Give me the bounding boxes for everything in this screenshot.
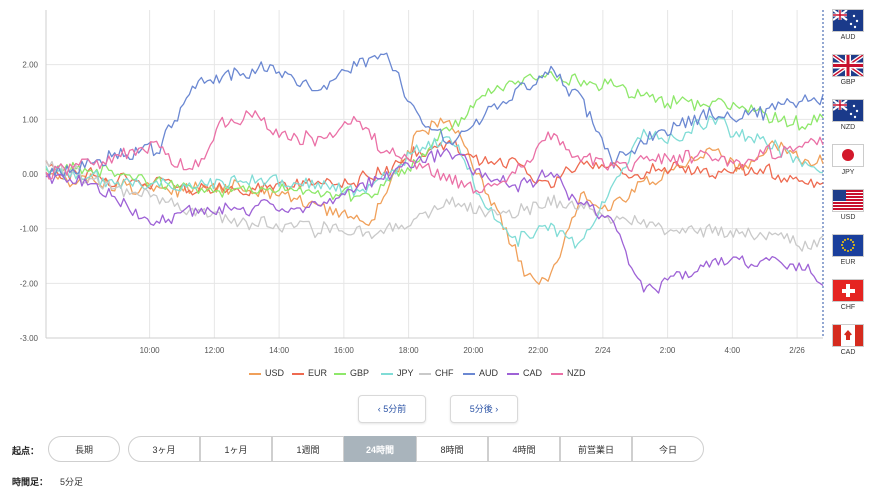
legend-label: CAD [523, 368, 543, 378]
legend-item-jpy[interactable]: JPY [381, 366, 414, 380]
y-tick-label: -3.00 [20, 334, 39, 343]
y-tick-label: 0.00 [22, 170, 38, 179]
cad-flag-icon [832, 324, 864, 347]
x-tick-label: 18:00 [399, 346, 420, 355]
legend-swatch [292, 372, 304, 375]
flag-label: CHF [840, 304, 856, 311]
range-button-4[interactable]: 24時間 [344, 436, 416, 462]
legend-item-chf[interactable]: CHF [419, 366, 454, 380]
y-tick-label: 1.00 [22, 115, 38, 124]
legend-swatch [381, 372, 393, 375]
legend-swatch [334, 372, 346, 375]
legend-swatch [249, 372, 261, 375]
interval-label: 時間足： [12, 477, 49, 487]
x-tick-label: 10:00 [140, 346, 161, 355]
range-button-2[interactable]: 1ヶ月 [200, 436, 272, 462]
legend-item-eur[interactable]: EUR [292, 366, 327, 380]
flag-label: USD [840, 214, 856, 221]
series-line-gbp [45, 71, 824, 202]
next-5min-button[interactable]: 5分後 › [450, 395, 518, 423]
x-tick-label: 16:00 [334, 346, 355, 355]
legend-label: USD [265, 368, 285, 378]
legend-swatch [507, 372, 519, 375]
flag-jpy[interactable]: JPY [832, 143, 864, 187]
flag-chf[interactable]: CHF [832, 278, 864, 322]
series-line-cad [45, 148, 824, 294]
flag-cad[interactable]: CAD [832, 323, 864, 367]
eur-flag-icon [832, 234, 864, 257]
legend-label: EUR [308, 368, 328, 378]
jpy-flag-icon [832, 144, 864, 167]
usd-flag-icon [832, 189, 864, 212]
flag-label: NZD [840, 124, 856, 131]
legend-item-gbp[interactable]: GBP [334, 366, 369, 380]
gbp-flag-icon [832, 54, 864, 77]
x-tick-label: 22:00 [528, 346, 549, 355]
y-tick-label: -1.00 [20, 225, 39, 234]
aud-flag-icon [832, 9, 864, 32]
flag-label: EUR [840, 259, 856, 266]
x-tick-label: 20:00 [463, 346, 484, 355]
chf-flag-icon [832, 279, 864, 302]
legend-label: GBP [350, 368, 370, 378]
prev-5min-button[interactable]: ‹ 5分前 [358, 395, 426, 423]
flag-label: AUD [840, 34, 856, 41]
legend-item-nzd[interactable]: NZD [551, 366, 586, 380]
legend-swatch [463, 372, 475, 375]
flag-label: GBP [840, 79, 856, 86]
series-line-jpy [45, 115, 824, 249]
flag-aud[interactable]: AUD [832, 8, 864, 52]
range-button-8[interactable]: 今日 [632, 436, 704, 462]
legend-label: AUD [479, 368, 499, 378]
legend-item-usd[interactable]: USD [249, 366, 284, 380]
range-button-6[interactable]: 4時間 [488, 436, 560, 462]
range-button-3[interactable]: 1週間 [272, 436, 344, 462]
legend-swatch [419, 372, 431, 375]
legend-label: JPY [397, 368, 414, 378]
nzd-flag-icon [832, 99, 864, 122]
legend-swatch [551, 372, 563, 375]
x-tick-label: 14:00 [269, 346, 290, 355]
range-button-5[interactable]: 8時間 [416, 436, 488, 462]
flag-label: CAD [840, 349, 856, 356]
legend-item-aud[interactable]: AUD [463, 366, 498, 380]
series-line-chf [45, 159, 824, 252]
currency-strength-chart: 2.00 1.00 0.00 -1.00 -2.00 -3.00 10:00 12:00 14:… [20, 10, 824, 355]
flag-usd[interactable]: USD [832, 188, 864, 232]
x-tick-label: 12:00 [204, 346, 225, 355]
flag-eur[interactable]: EUR [832, 233, 864, 277]
interval-value: 5分足 [60, 477, 84, 487]
flag-label: JPY [841, 169, 855, 176]
range-button-1[interactable]: 3ヶ月 [128, 436, 200, 462]
flag-nzd[interactable]: NZD [832, 98, 864, 142]
x-tick-label: 4:00 [725, 346, 741, 355]
start-point-label: 起点： [12, 446, 40, 456]
range-button-0[interactable]: 長期 [48, 436, 120, 462]
range-button-7[interactable]: 前営業日 [560, 436, 632, 462]
legend-label: CHF [435, 368, 454, 378]
x-tick-label: 2/26 [789, 346, 805, 355]
legend-item-cad[interactable]: CAD [507, 366, 542, 380]
legend-label: NZD [567, 368, 586, 378]
series-line-aud [45, 52, 824, 178]
x-tick-label: 2:00 [660, 346, 676, 355]
y-tick-label: 2.00 [22, 61, 38, 70]
series-line-nzd [45, 110, 824, 194]
flag-gbp[interactable]: GBP [832, 53, 864, 97]
y-tick-label: -2.00 [20, 279, 39, 288]
x-tick-label: 2/24 [595, 346, 611, 355]
